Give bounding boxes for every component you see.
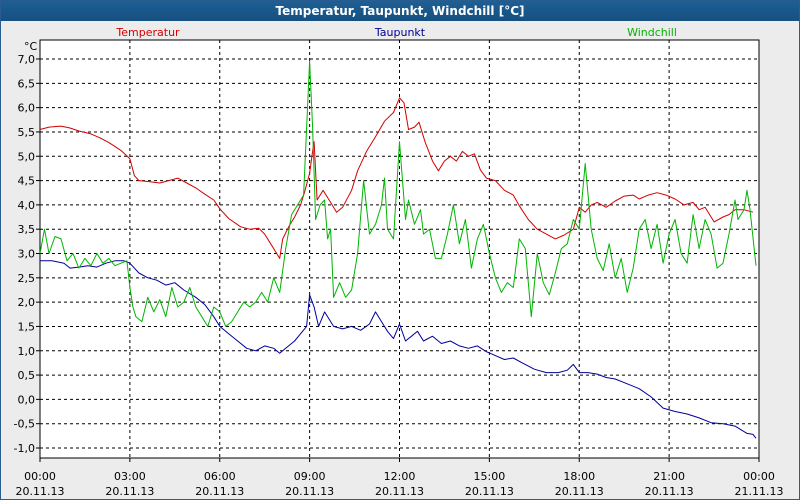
- y-tick-label: 0,5: [18, 369, 36, 382]
- legend: Temperatur Taupunkt Windchill: [115, 26, 677, 39]
- x-tick-date: 20.11.13: [285, 485, 334, 498]
- x-tick-time: 00:00: [24, 470, 56, 483]
- series-line-taupunkt: [40, 260, 757, 439]
- x-tick-date: 20.11.13: [105, 485, 154, 498]
- x-tick-time: 15:00: [474, 470, 506, 483]
- y-tick-label: -0,5: [14, 418, 35, 431]
- y-tick-label: 3,5: [18, 223, 36, 236]
- x-tick-time: 09:00: [294, 470, 326, 483]
- y-tick-label: 2,5: [18, 272, 36, 285]
- y-tick-label: 1,5: [18, 320, 36, 333]
- y-tick-label: 1,0: [18, 345, 36, 358]
- legend-windchill: Windchill: [627, 26, 677, 39]
- y-tick-label: 5,5: [18, 126, 36, 139]
- y-axis: 7,0 6,5 6,0 5,5 5,0 4,5 4,0 3,5 3,0 2,5 2,0 1,5 1,0 0…: [14, 53, 40, 455]
- x-tick-time: 21:00: [653, 470, 685, 483]
- x-tick-date: 20.11.13: [375, 485, 424, 498]
- y-tick-label: 6,0: [18, 102, 36, 115]
- y-tick-label: -1,0: [14, 442, 35, 455]
- x-tick-time: 00:00: [743, 470, 775, 483]
- y-tick-label: 4,0: [18, 199, 36, 212]
- y-tick-label: 3,0: [18, 248, 36, 261]
- x-tick-date: 20.11.13: [465, 485, 514, 498]
- x-axis: 00:00 20.11.13 03:00 20.11.13 06:00 20.11.13 0…: [16, 458, 784, 498]
- series-line-windchill: [39, 60, 757, 327]
- series-line-temperatur: [39, 97, 754, 259]
- chart-title: Temperatur, Taupunkt, Windchill [°C]: [1, 1, 799, 21]
- y-tick-label: 7,0: [18, 53, 36, 66]
- x-tick-time: 12:00: [384, 470, 416, 483]
- legend-taupunkt: Taupunkt: [374, 26, 426, 39]
- series-lines: [39, 60, 757, 439]
- y-tick-label: 0,0: [18, 393, 36, 406]
- x-tick-date: 20.11.13: [645, 485, 694, 498]
- x-tick-time: 03:00: [114, 470, 146, 483]
- y-tick-label: 6,5: [18, 77, 36, 90]
- y-tick-label: 4,5: [18, 175, 36, 188]
- x-tick-time: 06:00: [204, 470, 236, 483]
- y-axis-label: °C: [24, 40, 38, 53]
- legend-temperatur: Temperatur: [115, 26, 180, 39]
- x-tick-time: 18:00: [563, 470, 595, 483]
- x-tick-date: 20.11.13: [555, 485, 604, 498]
- grid: [40, 40, 759, 458]
- x-tick-date: 20.11.13: [16, 485, 65, 498]
- y-tick-label: 2,0: [18, 296, 36, 309]
- y-tick-label: 5,0: [18, 150, 36, 163]
- x-tick-date: 21.11.13: [735, 485, 784, 498]
- x-tick-date: 20.11.13: [195, 485, 244, 498]
